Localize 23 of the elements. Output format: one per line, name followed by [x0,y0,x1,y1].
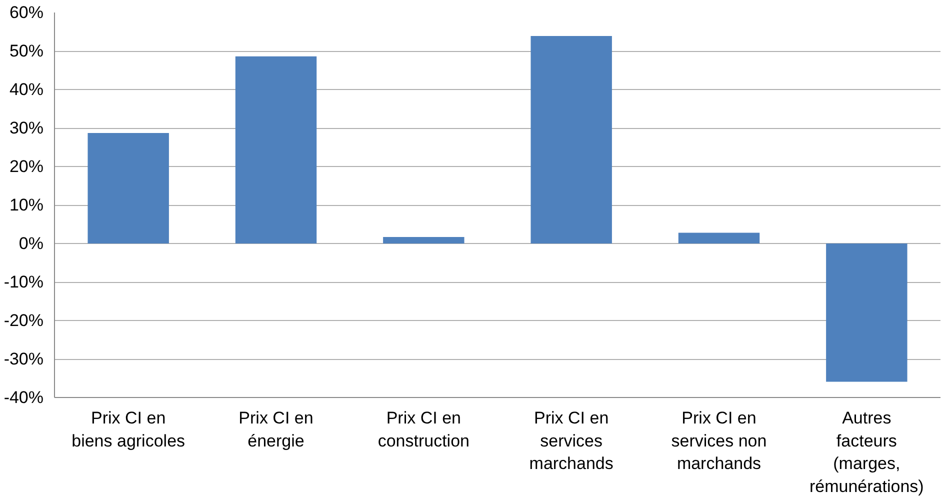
x-tick-label: Prix CI en services non marchands [671,408,767,474]
y-tick-label: -40% [4,388,44,407]
y-tick-label: 0% [18,234,44,253]
bar [235,56,317,244]
y-tick-label: 10% [9,196,44,214]
y-tick-label: -30% [4,350,44,368]
y-tick-label: -10% [4,272,44,292]
bar [530,36,612,244]
y-tick-label: 50% [9,42,44,60]
x-tick-label: Prix CI en énergie [238,408,314,450]
y-tick-label: 40% [9,80,44,99]
y-tick-label: 30% [9,118,44,138]
x-tick-label: Prix CI en services marchands [529,408,614,474]
x-tick-label: Autres facteurs (marges, rémunérations) [810,408,924,496]
bar [88,133,169,244]
bar [383,236,464,244]
bar [678,232,760,244]
x-tick-label: Prix CI en biens agricoles [72,408,186,450]
y-tick-label: 60% [9,3,44,22]
y-tick-label: -20% [4,311,44,330]
x-tick-label: Prix CI en construction [378,408,470,450]
y-tick-label: 20% [9,157,44,176]
bar [826,244,908,382]
